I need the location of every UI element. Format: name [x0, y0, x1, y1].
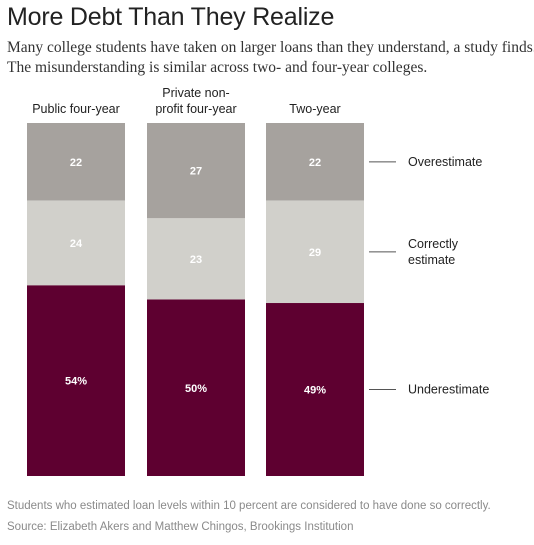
- chart-title: More Debt Than They Realize: [7, 3, 335, 31]
- category-label: Public four-year: [32, 102, 120, 116]
- data-label: 50%: [185, 383, 207, 395]
- legend-label: Correctly: [408, 237, 459, 251]
- chart-subtitle: Many college students have taken on larg…: [7, 38, 534, 78]
- data-label: 29: [309, 247, 321, 259]
- data-label: 23: [190, 254, 202, 266]
- chart-footnote: Students who estimated loan levels withi…: [7, 500, 491, 512]
- bar-segment: [27, 285, 125, 476]
- legend-label: Overestimate: [408, 155, 482, 169]
- bar-segment: [266, 200, 364, 304]
- legend-label: estimate: [408, 253, 455, 267]
- bar-segment: [266, 123, 364, 201]
- bar-segment: [266, 303, 364, 476]
- category-label: Private non-: [162, 86, 229, 100]
- subtitle-line-2: The misunderstanding is similar across t…: [7, 59, 428, 76]
- data-label: 22: [70, 157, 82, 169]
- legend-label: Underestimate: [408, 383, 489, 397]
- bar-segment: [147, 218, 245, 300]
- bar-segment: [27, 200, 125, 286]
- data-label: 27: [190, 166, 202, 178]
- data-label: 54%: [65, 376, 87, 388]
- bar-segment: [147, 299, 245, 476]
- category-label: Two-year: [289, 102, 340, 116]
- subtitle-line-1: Many college students have taken on larg…: [7, 39, 534, 56]
- bar-segment: [27, 123, 125, 201]
- data-label: 49%: [304, 385, 326, 397]
- data-label: 22: [309, 157, 321, 169]
- chart-source: Source: Elizabeth Akers and Matthew Chin…: [7, 521, 354, 533]
- category-label: profit four-year: [155, 102, 236, 116]
- bar-segment: [147, 123, 245, 219]
- data-label: 24: [70, 238, 83, 250]
